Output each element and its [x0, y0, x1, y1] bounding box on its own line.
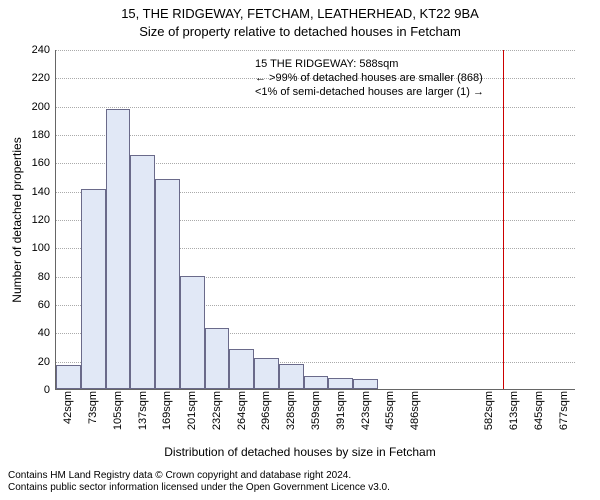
histogram-bar	[205, 328, 230, 389]
y-tick-label: 40	[38, 327, 50, 339]
x-tick-label: 296sqm	[260, 391, 272, 430]
annotation-line-1: 15 THE RIDGEWAY: 588sqm	[255, 58, 484, 72]
x-tick-label: 169sqm	[161, 391, 173, 430]
y-tick-label: 20	[38, 356, 50, 368]
x-tick-label: 391sqm	[335, 391, 347, 430]
histogram-bar	[304, 376, 329, 389]
x-tick-label: 359sqm	[310, 391, 322, 430]
y-tick-label: 120	[32, 214, 50, 226]
y-axis-label: Number of detached properties	[10, 137, 24, 302]
y-tick-label: 0	[44, 384, 50, 396]
y-tick-label: 140	[32, 186, 50, 198]
histogram-bar	[254, 358, 279, 389]
y-tick-label: 220	[32, 72, 50, 84]
x-tick-label: 328sqm	[285, 391, 297, 430]
x-tick-label: 105sqm	[112, 391, 124, 430]
x-tick-label: 264sqm	[236, 391, 248, 430]
histogram-bar	[328, 378, 353, 389]
x-tick-label: 73sqm	[87, 391, 99, 424]
x-tick-label: 423sqm	[360, 391, 372, 430]
annotation-line-2: ← >99% of detached houses are smaller (8…	[255, 72, 484, 86]
x-tick-label: 42sqm	[62, 391, 74, 424]
y-tick-label: 100	[32, 242, 50, 254]
y-tick-label: 160	[32, 157, 50, 169]
annotation-line-3: <1% of semi-detached houses are larger (…	[255, 86, 484, 100]
chart-title: 15, THE RIDGEWAY, FETCHAM, LEATHERHEAD, …	[0, 6, 600, 21]
x-tick-label: 677sqm	[558, 391, 570, 430]
x-tick-label: 645sqm	[533, 391, 545, 430]
y-tick-label: 80	[38, 271, 50, 283]
histogram-bar	[130, 155, 155, 389]
histogram-bar	[180, 276, 205, 389]
histogram-bar	[229, 349, 254, 389]
grid-line	[56, 50, 575, 51]
histogram-bar	[56, 365, 81, 389]
histogram-bar	[353, 379, 378, 389]
histogram-bar	[155, 179, 180, 389]
x-tick-label: 201sqm	[186, 391, 198, 430]
plot-area: 02040608010012014016018020022024042sqm73…	[55, 50, 575, 390]
chart-frame: 15, THE RIDGEWAY, FETCHAM, LEATHERHEAD, …	[0, 0, 600, 500]
x-tick-label: 232sqm	[211, 391, 223, 430]
x-tick-label: 486sqm	[409, 391, 421, 430]
x-tick-label: 582sqm	[483, 391, 495, 430]
grid-line	[56, 107, 575, 108]
histogram-bar	[106, 109, 131, 390]
x-axis-label: Distribution of detached houses by size …	[0, 445, 600, 459]
y-tick-label: 180	[32, 129, 50, 141]
grid-line	[56, 135, 575, 136]
marker-annotation: 15 THE RIDGEWAY: 588sqm ← >99% of detach…	[255, 58, 484, 99]
x-tick-label: 455sqm	[384, 391, 396, 430]
histogram-bar	[81, 189, 106, 389]
x-tick-label: 613sqm	[508, 391, 520, 430]
x-tick-label: 137sqm	[137, 391, 149, 430]
attribution-line-1: Contains HM Land Registry data © Crown c…	[8, 470, 390, 482]
attribution: Contains HM Land Registry data © Crown c…	[8, 470, 390, 494]
chart-subtitle: Size of property relative to detached ho…	[0, 24, 600, 39]
attribution-line-2: Contains public sector information licen…	[8, 482, 390, 494]
marker-line	[503, 50, 504, 389]
y-tick-label: 60	[38, 299, 50, 311]
y-tick-label: 240	[32, 44, 50, 56]
histogram-bar	[279, 364, 304, 390]
y-tick-label: 200	[32, 101, 50, 113]
